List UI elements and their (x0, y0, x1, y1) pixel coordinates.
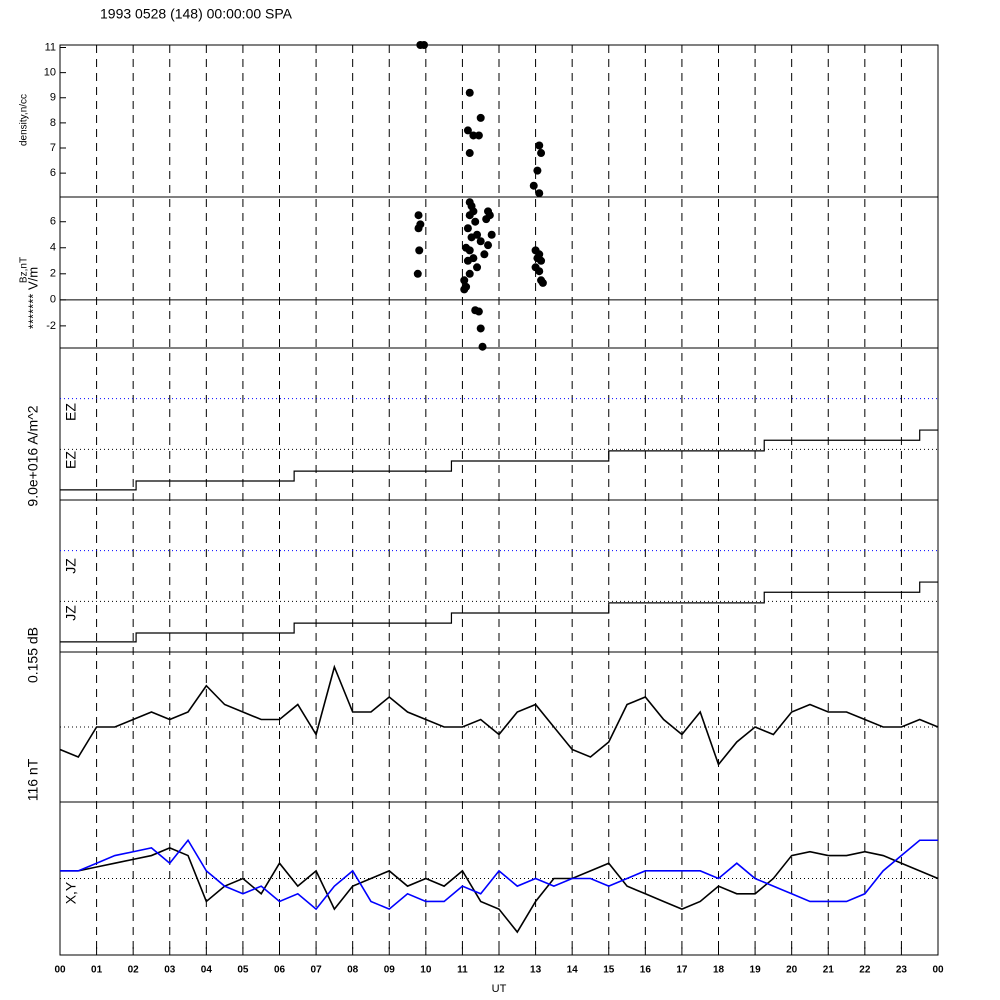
data-point (460, 276, 469, 285)
y-axis-label: EZ (63, 403, 79, 421)
y-tick-label: 4 (50, 242, 56, 254)
y-axis-label: 0.155 dB (25, 627, 41, 683)
data-point (474, 307, 483, 316)
x-tick-label: 18 (713, 965, 725, 976)
data-point (535, 189, 544, 198)
data-point (476, 324, 485, 333)
y-tick-label: 6 (50, 216, 56, 228)
data-point (478, 342, 487, 351)
data-point (473, 263, 482, 272)
data-point (537, 149, 546, 158)
data-point (465, 211, 474, 220)
series-line (59, 664, 939, 767)
data-point (420, 41, 429, 49)
x-tick-label: 22 (859, 965, 871, 976)
x-tick-label: 17 (676, 965, 688, 976)
data-point (465, 149, 474, 158)
y-axis-label: X,Y (63, 881, 79, 904)
data-point (463, 126, 472, 135)
x-tick-label: 09 (384, 965, 396, 976)
chart-title: 1993 0528 (148) 00:00:00 SPA (100, 6, 293, 22)
data-point (465, 88, 474, 97)
series-line (60, 838, 938, 911)
y-axis-label: density,n/cc (19, 94, 30, 146)
y-tick-label: 10 (44, 67, 56, 79)
data-point (474, 131, 483, 140)
data-point (415, 246, 424, 255)
data-point (465, 246, 474, 255)
data-point (484, 241, 493, 250)
x-tick-label: 12 (493, 965, 505, 976)
step-line (60, 429, 938, 491)
x-tick-label: 00 (54, 965, 66, 976)
y-axis-label: 116 nT (25, 758, 41, 801)
data-point (413, 269, 422, 278)
y-tick-label: 11 (45, 41, 56, 53)
data-point (460, 285, 469, 294)
x-tick-label: 16 (640, 965, 652, 976)
data-point (463, 224, 472, 233)
data-point (414, 224, 423, 233)
x-tick-label: 13 (530, 965, 542, 976)
data-point (467, 233, 476, 242)
x-tick-label: 07 (311, 965, 323, 976)
step-line (60, 581, 938, 643)
y-tick-label: 9 (50, 92, 56, 104)
x-tick-label: 21 (823, 965, 835, 976)
data-point (487, 230, 496, 239)
x-tick-label: 04 (201, 965, 213, 976)
y-tick-label: 6 (50, 167, 56, 179)
data-point (414, 211, 423, 220)
y-axis-label: JZ (63, 605, 79, 621)
y-tick-label: 7 (50, 142, 56, 154)
y-axis-label: 9.0e+016 A/m^2 (25, 405, 41, 506)
series-line (60, 847, 939, 934)
y-tick-label: -2 (46, 320, 56, 332)
x-tick-label: 10 (420, 965, 432, 976)
x-tick-label: 01 (91, 965, 103, 976)
data-point (480, 250, 489, 259)
data-point (537, 256, 546, 265)
data-point (471, 217, 480, 226)
x-axis-label: UT (492, 983, 507, 995)
data-point (463, 256, 472, 265)
x-tick-label: 19 (750, 965, 762, 976)
data-point (465, 269, 474, 278)
x-tick-label: 06 (274, 965, 286, 976)
data-point (538, 278, 547, 287)
data-point (535, 267, 544, 276)
x-tick-label: 02 (128, 965, 140, 976)
y-axis-label: JZ (63, 558, 79, 574)
x-tick-label: 23 (896, 965, 908, 976)
data-point (482, 215, 491, 224)
x-tick-label: 20 (786, 965, 798, 976)
x-tick-label: 11 (457, 965, 468, 976)
data-point (476, 113, 485, 122)
data-point (533, 166, 542, 175)
y-axis-label: Bz,nT (19, 257, 30, 283)
y-tick-label: 2 (50, 268, 56, 280)
x-tick-label: 14 (567, 965, 579, 976)
y-tick-label: 8 (50, 117, 56, 129)
x-tick-label: 03 (164, 965, 176, 976)
data-point (529, 181, 538, 190)
y-axis-label: EZ (63, 451, 79, 469)
data-point (535, 141, 544, 150)
data-point (476, 237, 485, 246)
x-tick-label: 08 (347, 965, 359, 976)
x-tick-label: 15 (603, 965, 615, 976)
data-point (469, 131, 478, 140)
y-tick-label: 0 (50, 294, 56, 306)
x-tick-label: 00 (932, 965, 944, 976)
x-tick-label: 05 (237, 965, 249, 976)
y-axis-label: ******* V/m (25, 267, 40, 329)
